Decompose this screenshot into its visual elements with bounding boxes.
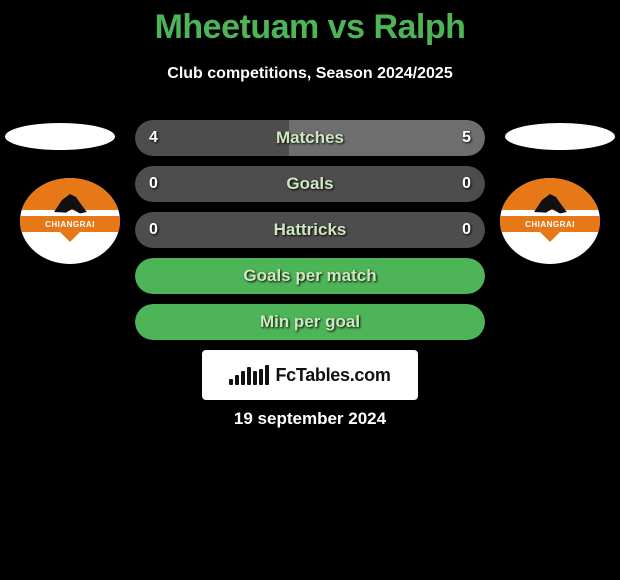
stat-row: Matches45 [135,120,485,156]
club-badge-left: CHIANGRAI [20,178,120,264]
stat-row: Min per goal [135,304,485,340]
club-band-text-left: CHIANGRAI [20,216,120,232]
stat-row: Goals00 [135,166,485,202]
stat-bar-left [135,304,310,340]
player-right-avatar [505,123,615,150]
subtitle: Club competitions, Season 2024/2025 [0,65,620,83]
club-band-text-right: CHIANGRAI [500,216,600,232]
player-left-avatar [5,123,115,150]
stat-bar-left [135,166,310,202]
stats-container: Matches45 Goals00 Hattricks00 Goals per mat… [135,120,485,350]
stat-bar-right [310,166,485,202]
stat-bar-right [289,120,485,156]
stat-row: Hattricks00 [135,212,485,248]
stat-bar-left [135,212,310,248]
date-label: 19 september 2024 [0,409,620,429]
stat-row: Goals per match [135,258,485,294]
brand-bars-icon [229,365,269,385]
brand-box: FcTables.com [202,350,418,400]
stat-bar-left [135,258,310,294]
stat-bar-left [135,120,289,156]
club-badge-right: CHIANGRAI [500,178,600,264]
stat-bar-right [310,212,485,248]
stat-bar-right [310,304,485,340]
page-title: Mheetuam vs Ralph [0,0,620,47]
brand-text: FcTables.com [275,365,390,386]
stat-bar-right [310,258,485,294]
